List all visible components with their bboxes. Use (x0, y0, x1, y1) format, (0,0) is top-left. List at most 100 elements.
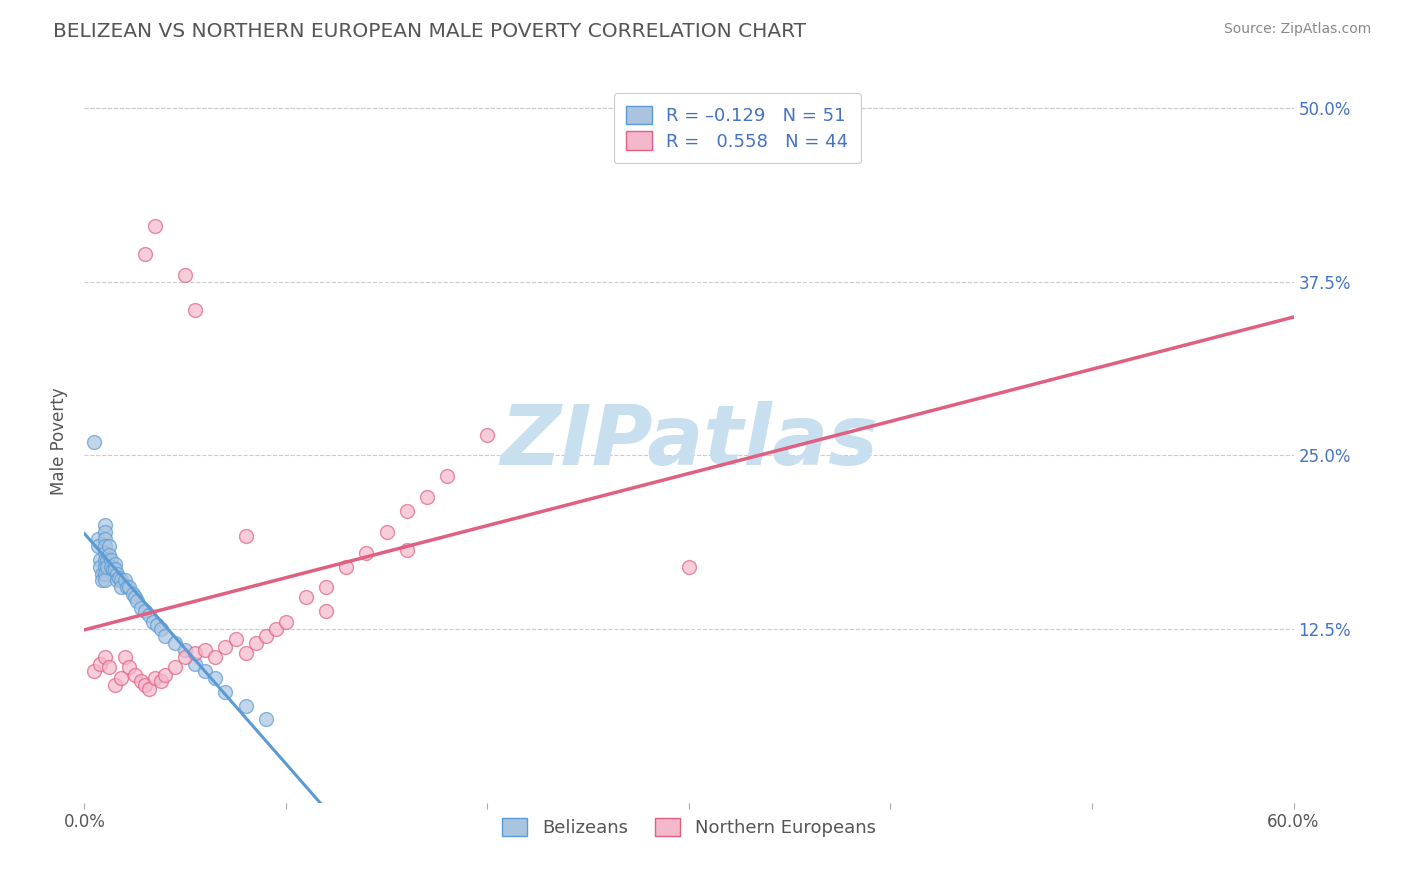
Point (214, 684, 236, 698)
Point (375, 524, 398, 539)
Point (142, 615, 165, 630)
Point (134, 678, 156, 692)
Point (184, 657, 207, 671)
Point (83, 434, 105, 449)
Point (114, 574, 136, 588)
Point (204, 671, 226, 685)
Point (107, 571, 129, 585)
Point (315, 604, 337, 618)
Point (143, 219, 166, 234)
Point (93, 539, 115, 553)
Point (138, 681, 160, 696)
Point (89, 552, 111, 566)
Point (110, 574, 132, 588)
Point (235, 698, 257, 713)
Point (134, 247, 156, 261)
Point (97, 539, 120, 553)
Point (129, 601, 152, 615)
Point (100, 559, 122, 574)
Point (254, 713, 277, 727)
Point (254, 629, 277, 643)
Point (93, 566, 115, 581)
Point (96, 559, 118, 574)
Point (356, 546, 378, 560)
Point (235, 529, 257, 543)
Point (214, 640, 236, 655)
Point (87, 539, 110, 553)
Point (104, 678, 127, 692)
Point (124, 590, 146, 604)
Point (184, 646, 207, 660)
Point (149, 673, 172, 688)
Point (97, 659, 120, 673)
Point (165, 636, 187, 650)
Point (100, 552, 122, 566)
Point (91, 566, 114, 581)
Point (416, 490, 439, 504)
Point (105, 566, 128, 581)
Point (194, 643, 217, 657)
Point (93, 552, 115, 566)
Point (89, 559, 111, 574)
Point (174, 649, 197, 664)
Text: BELIZEAN VS NORTHERN EUROPEAN MALE POVERTY CORRELATION CHART: BELIZEAN VS NORTHERN EUROPEAN MALE POVER… (53, 22, 807, 41)
Point (93, 532, 115, 546)
Point (124, 668, 146, 682)
Point (91, 574, 114, 588)
Point (264, 622, 287, 636)
Text: Source: ZipAtlas.com: Source: ZipAtlas.com (1223, 22, 1371, 37)
Point (93, 517, 115, 532)
Point (225, 632, 247, 646)
Point (153, 629, 176, 643)
Point (149, 622, 172, 636)
Point (121, 587, 143, 601)
Point (118, 581, 141, 595)
Point (165, 659, 187, 673)
Point (110, 671, 132, 685)
Point (295, 590, 318, 604)
Point (274, 615, 297, 630)
Point (125, 594, 148, 608)
Point (101, 562, 124, 576)
Point (436, 469, 458, 483)
Point (245, 636, 267, 650)
Y-axis label: Male Poverty: Male Poverty (51, 388, 69, 495)
Point (114, 649, 136, 664)
Point (174, 643, 197, 657)
Point (184, 302, 207, 317)
Point (93, 546, 115, 560)
Point (93, 524, 115, 539)
Point (335, 559, 357, 574)
Point (395, 504, 418, 518)
Point (174, 268, 197, 282)
Legend: Belizeans, Northern Europeans: Belizeans, Northern Europeans (491, 807, 887, 848)
Point (134, 604, 156, 618)
Text: ZIPatlas: ZIPatlas (501, 401, 877, 482)
Point (477, 427, 499, 442)
Point (138, 608, 160, 623)
Point (315, 581, 337, 595)
Point (194, 664, 217, 678)
Point (97, 549, 120, 563)
Point (204, 649, 226, 664)
Point (87, 532, 110, 546)
Point (143, 671, 166, 685)
Point (93, 574, 115, 588)
Point (104, 562, 127, 576)
Point (89, 657, 111, 671)
Point (104, 557, 127, 571)
Point (129, 673, 152, 688)
Point (118, 659, 141, 673)
Point (105, 574, 128, 588)
Point (83, 664, 105, 678)
Point (115, 581, 138, 595)
Point (93, 649, 115, 664)
Point (96, 552, 118, 566)
Point (146, 618, 169, 632)
Point (110, 581, 132, 595)
Point (153, 668, 176, 682)
Point (678, 559, 700, 574)
Point (235, 646, 257, 660)
Point (93, 559, 115, 574)
Point (395, 542, 418, 557)
